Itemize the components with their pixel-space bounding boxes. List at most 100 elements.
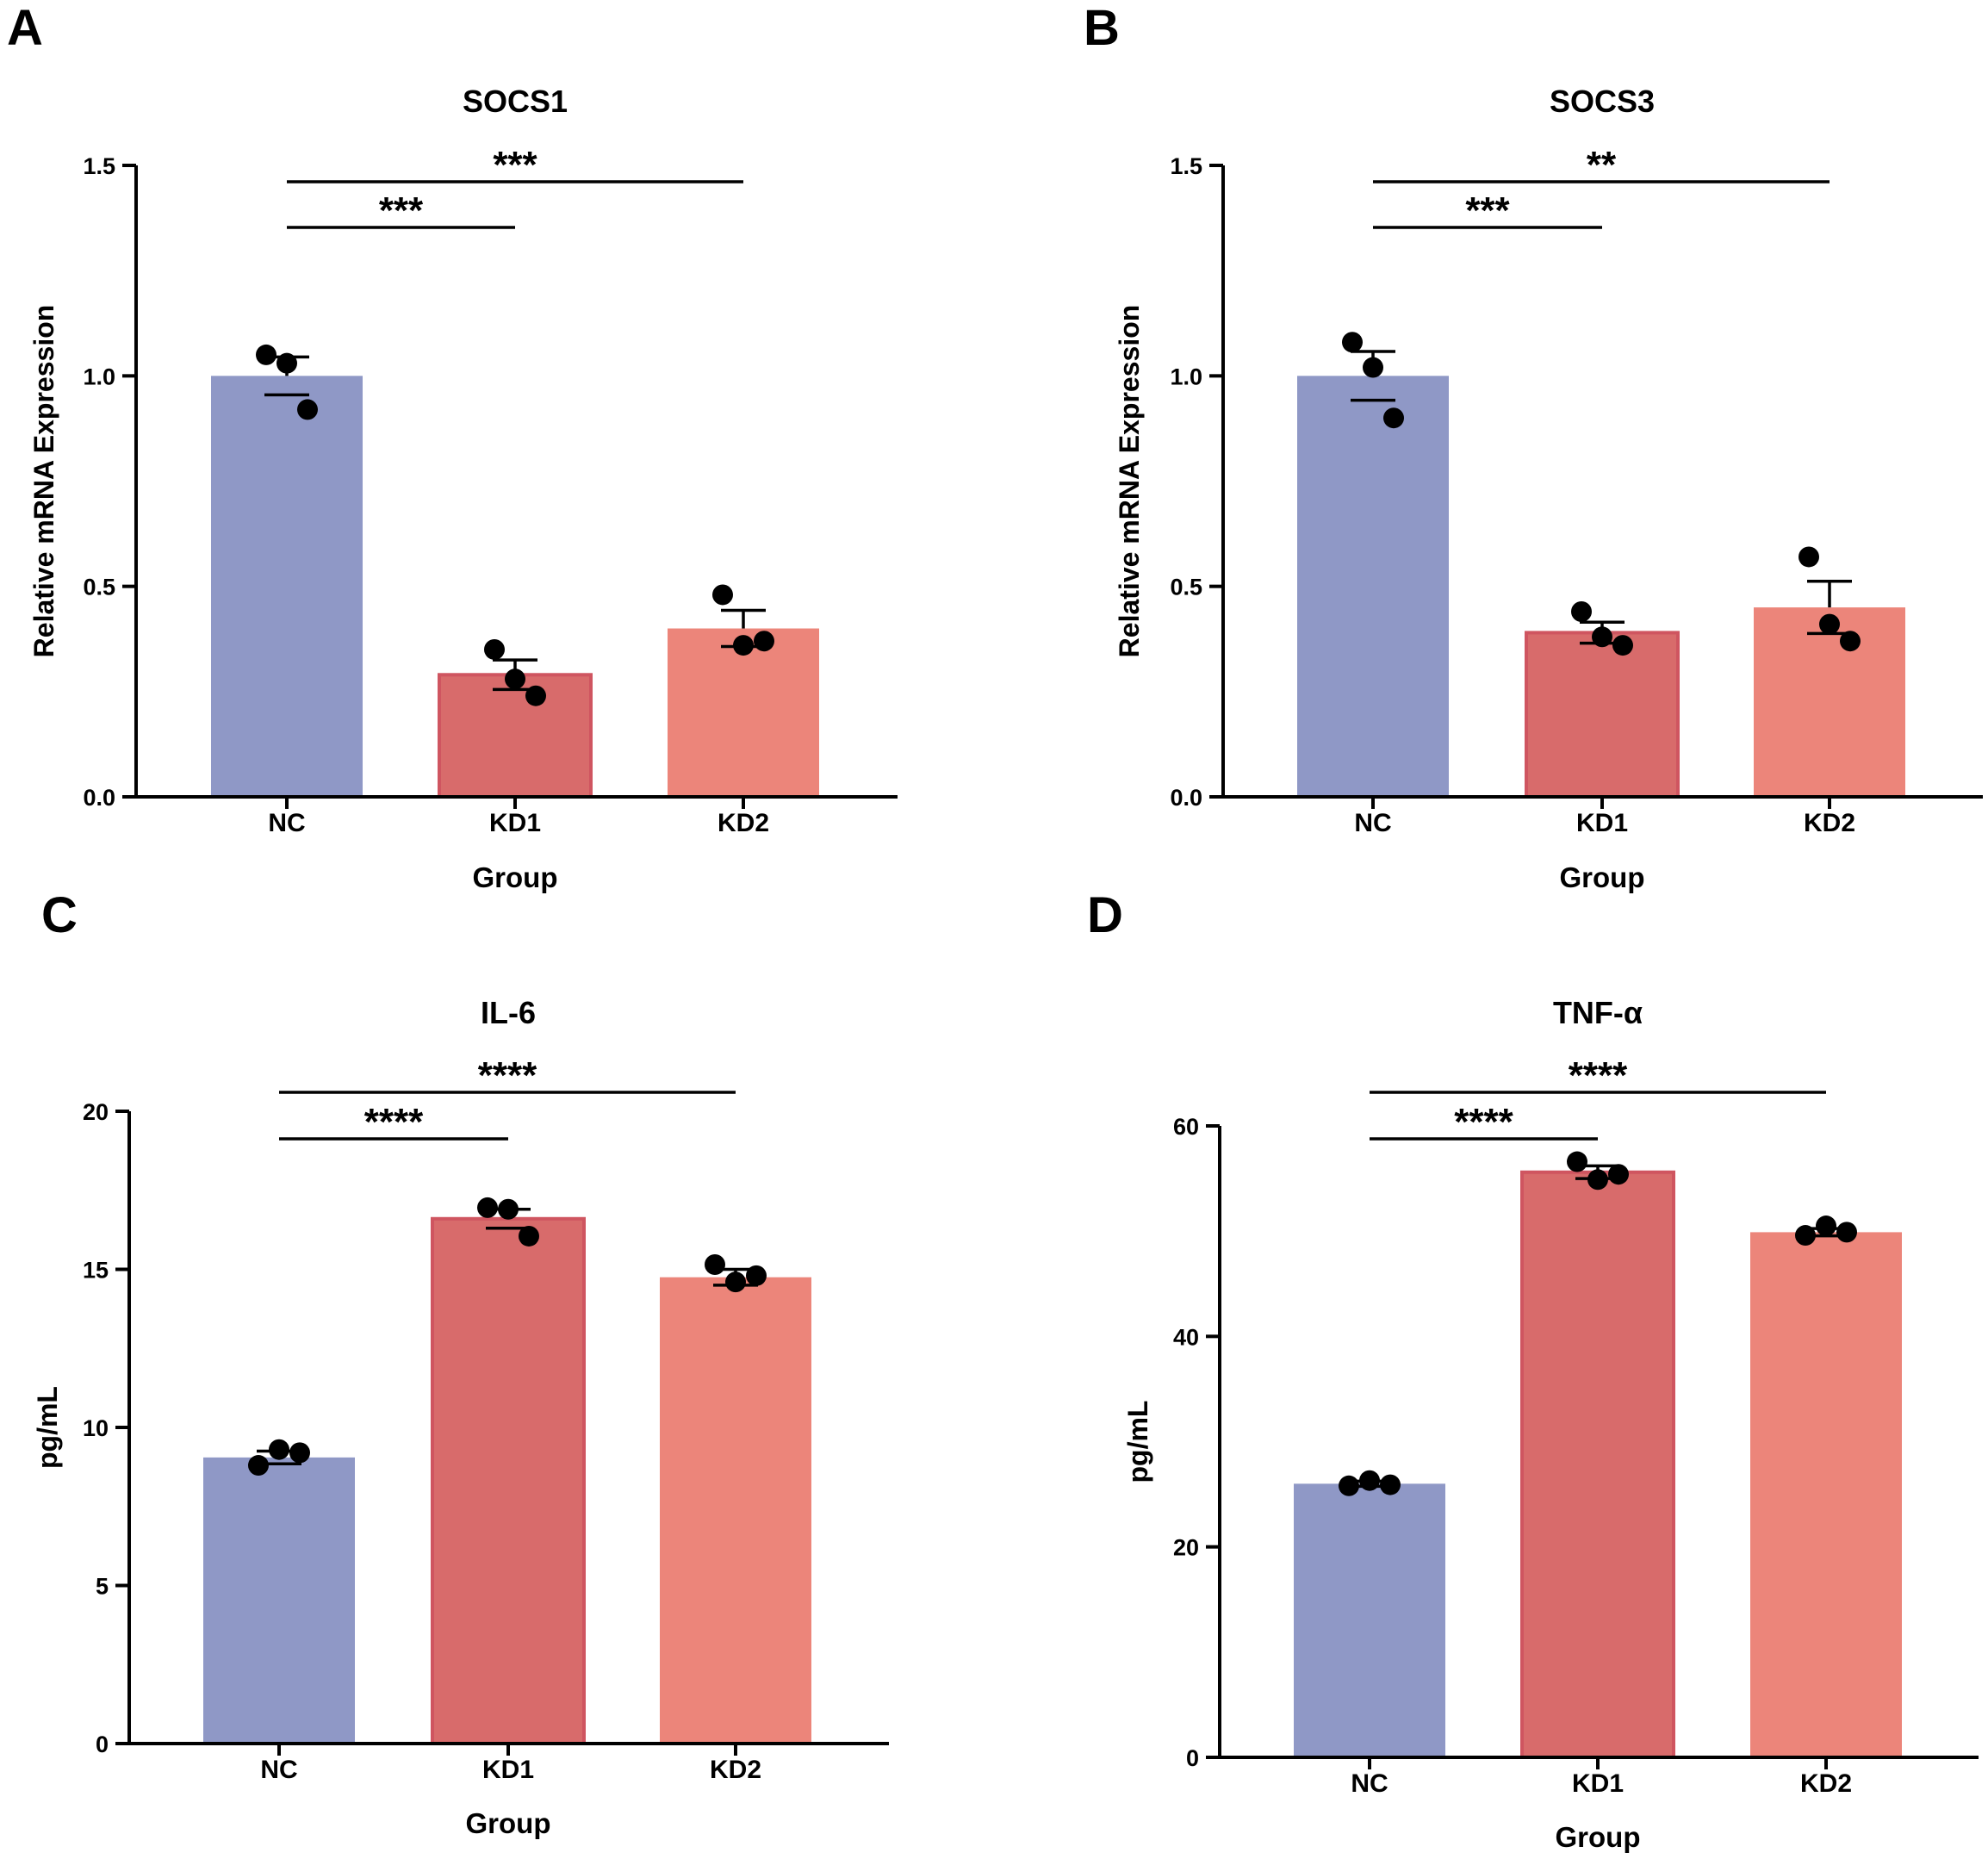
y-tick-label: 20 <box>83 1099 109 1125</box>
y-tick-label: 20 <box>1173 1535 1199 1561</box>
data-point-kd1 <box>1612 635 1633 656</box>
data-point-kd1 <box>1587 1169 1608 1191</box>
y-tick-label: 40 <box>1173 1324 1199 1350</box>
bar-kd1 <box>431 1216 586 1745</box>
data-point-kd2 <box>746 1265 767 1286</box>
data-point-nc <box>1342 332 1363 353</box>
data-point-nc <box>269 1439 289 1460</box>
y-tick-label: 1.5 <box>1170 153 1202 179</box>
significance-label: *** <box>493 144 537 186</box>
significance-label: **** <box>364 1101 424 1143</box>
y-tick-label: 1.5 <box>83 153 115 179</box>
y-tick-label: 0 <box>1186 1745 1199 1771</box>
data-point-nc <box>297 399 318 420</box>
panel-letter: D <box>1087 887 1123 943</box>
panel-a: A SOCS1 0.0 0.5 1.0 1.5 NC KD1 KD2 Group Relative … <box>7 0 898 893</box>
data-point-kd2 <box>1795 1225 1816 1247</box>
data-point-kd1 <box>1571 600 1592 622</box>
bar-kd2 <box>668 628 819 797</box>
panel-b: B SOCS3 0.0 0.5 1.0 1.5 NC KD1 KD2 Group Relative … <box>1084 0 1983 893</box>
data-point-kd1 <box>498 1198 519 1220</box>
data-point-kd1 <box>519 1225 539 1247</box>
x-tick-label: KD1 <box>489 809 541 837</box>
data-point-kd1 <box>505 668 525 690</box>
y-tick-label: 10 <box>83 1415 109 1441</box>
data-point-kd2 <box>705 1253 725 1275</box>
y-axis-label: Relative mRNA Expression <box>1114 305 1145 658</box>
y-axis-label: pg/mL <box>32 1386 63 1469</box>
data-point-kd1 <box>1608 1164 1629 1185</box>
x-tick-label: KD1 <box>1572 1769 1624 1798</box>
x-tick-label: NC <box>1354 809 1391 837</box>
x-tick-label: NC <box>260 1756 297 1784</box>
x-tick-label: NC <box>1351 1769 1388 1798</box>
data-point-kd2 <box>733 635 754 656</box>
significance-label: *** <box>1465 190 1510 232</box>
y-tick-label: 0.0 <box>1170 785 1202 811</box>
y-tick-label: 60 <box>1173 1114 1199 1140</box>
bar-kd2 <box>1750 1232 1902 1757</box>
x-tick-label: KD1 <box>482 1756 534 1784</box>
bar-kd1 <box>1520 1170 1675 1759</box>
chart-title: IL-6 <box>481 995 536 1030</box>
significance-label: **** <box>1454 1101 1513 1143</box>
x-tick-label: KD2 <box>710 1756 761 1784</box>
data-point-kd2 <box>712 584 733 606</box>
x-tick-label: KD2 <box>718 809 769 837</box>
significance-label: *** <box>379 190 424 232</box>
data-point-kd1 <box>477 1197 498 1218</box>
bar-nc <box>211 376 363 797</box>
data-point-nc <box>1339 1475 1359 1496</box>
data-point-nc <box>289 1442 310 1464</box>
y-tick-label: 15 <box>83 1258 109 1284</box>
data-point-nc <box>1363 357 1383 378</box>
data-point-kd1 <box>525 685 546 706</box>
x-axis-label: Group <box>466 1807 551 1839</box>
bar-kd1 <box>1525 631 1680 799</box>
significance-label: ** <box>1587 144 1617 186</box>
bar-nc <box>203 1457 355 1744</box>
chart-title: TNF-α <box>1553 995 1643 1030</box>
data-point-kd2 <box>1840 631 1861 652</box>
data-point-kd2 <box>725 1271 746 1293</box>
x-tick-label: KD2 <box>1800 1769 1852 1798</box>
bar-nc <box>1294 1483 1445 1757</box>
x-axis-label: Group <box>1556 1821 1641 1853</box>
panel-letter: B <box>1084 0 1120 56</box>
data-point-nc <box>1359 1470 1380 1491</box>
x-tick-label: KD1 <box>1576 809 1628 837</box>
data-point-nc <box>256 344 276 365</box>
data-point-kd2 <box>1816 1216 1836 1237</box>
significance-label: **** <box>1569 1054 1628 1097</box>
chart-title: SOCS1 <box>463 84 568 119</box>
data-point-kd1 <box>484 638 505 660</box>
y-tick-label: 0 <box>96 1732 109 1757</box>
y-tick-label: 0.5 <box>1170 575 1202 600</box>
y-tick-label: 5 <box>96 1574 109 1600</box>
data-point-kd2 <box>1836 1222 1857 1243</box>
data-point-kd2 <box>754 631 774 652</box>
data-point-kd2 <box>1799 546 1819 568</box>
panel-d: D TNF-α 0 20 40 60 NC KD1 KD2 Group pg/mL **** **** <box>1087 887 1979 1853</box>
significance-label: **** <box>478 1054 537 1097</box>
x-axis-label: Group <box>473 861 558 893</box>
panel-letter: C <box>41 887 78 943</box>
data-point-kd2 <box>1819 613 1840 635</box>
data-point-kd1 <box>1567 1151 1587 1172</box>
y-tick-label: 0.5 <box>83 575 115 600</box>
x-axis-label: Group <box>1560 861 1645 893</box>
bar-nc <box>1297 376 1449 797</box>
y-axis-label: pg/mL <box>1122 1401 1153 1483</box>
panel-c: C IL-6 0 5 10 15 20 NC KD1 KD2 Group pg/mL **** **** <box>32 887 889 1839</box>
panel-letter: A <box>7 0 43 56</box>
y-tick-label: 0.0 <box>83 785 115 811</box>
data-point-nc <box>1380 1474 1401 1495</box>
chart-title: SOCS3 <box>1550 84 1655 119</box>
y-axis-label: Relative mRNA Expression <box>28 305 59 658</box>
y-tick-label: 1.0 <box>1170 364 1202 389</box>
data-point-kd1 <box>1592 626 1612 648</box>
x-tick-label: KD2 <box>1804 809 1855 837</box>
y-tick-label: 1.0 <box>83 364 115 389</box>
data-point-nc <box>1383 407 1404 429</box>
